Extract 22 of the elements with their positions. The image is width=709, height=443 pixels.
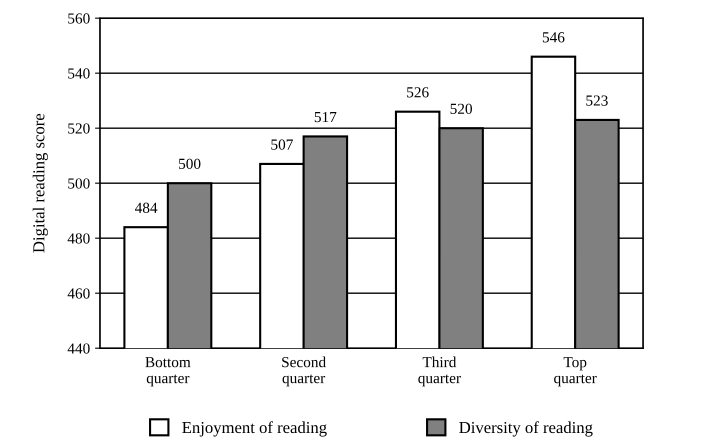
data-label: 507 bbox=[271, 139, 293, 150]
x-tick-label: Second quarter bbox=[282, 356, 326, 386]
legend-label: Diversity of reading bbox=[459, 421, 593, 437]
y-tick-label: 480 bbox=[68, 233, 90, 244]
legend-label: Enjoyment of reading bbox=[182, 421, 327, 437]
data-label: 484 bbox=[134, 202, 158, 213]
x-tick-label: Third quarter bbox=[418, 356, 461, 386]
data-label: 546 bbox=[542, 32, 564, 42]
x-tick-label: Top quarter bbox=[554, 357, 597, 386]
data-label: 526 bbox=[407, 87, 429, 98]
y-tick-label: 460 bbox=[68, 288, 90, 299]
data-label: 523 bbox=[586, 95, 608, 106]
y-tick-label: 440 bbox=[68, 343, 90, 354]
x-tick-label: Bottom quarter bbox=[145, 357, 191, 386]
data-label: 500 bbox=[179, 158, 200, 169]
data-label: 520 bbox=[450, 104, 472, 114]
y-tick-label: 500 bbox=[68, 178, 90, 189]
y-tick-label: 520 bbox=[68, 123, 90, 134]
y-tick-label: 540 bbox=[68, 68, 90, 79]
y-tick-label: 560 bbox=[68, 13, 90, 24]
data-label: 517 bbox=[314, 112, 336, 122]
y-axis-title: Digital reading score bbox=[32, 114, 48, 253]
